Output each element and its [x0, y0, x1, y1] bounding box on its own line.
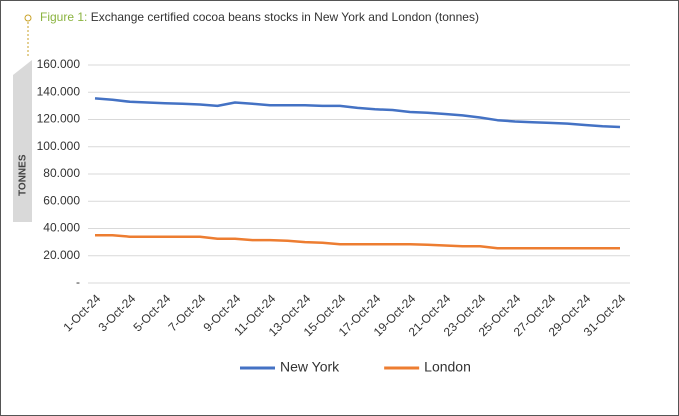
y-tick-label: 140.000 [37, 84, 81, 98]
decor-circle [24, 14, 32, 22]
ylabel-band [13, 60, 32, 222]
title-text: Exchange certified cocoa beans stocks in… [91, 10, 479, 24]
y-tick-label: - [76, 275, 80, 289]
y-tick-label: 40.000 [43, 221, 80, 235]
legend-label: London [424, 359, 471, 375]
y-axis-label: TONNES [18, 154, 29, 196]
y-tick-label: 100.000 [37, 139, 81, 153]
series-line [95, 234, 620, 250]
y-tick-label: 20.000 [43, 248, 80, 262]
y-tick-label: 80.000 [43, 166, 80, 180]
y-tick-label: 60.000 [43, 193, 80, 207]
legend-label: New York [280, 359, 340, 375]
chart-title: Figure 1: Exchange certified cocoa beans… [40, 10, 479, 24]
y-tick-label: 160.000 [37, 57, 81, 71]
figure-label: Figure 1: [40, 10, 87, 24]
series-line [94, 97, 621, 129]
y-tick-label: 120.000 [37, 112, 81, 126]
